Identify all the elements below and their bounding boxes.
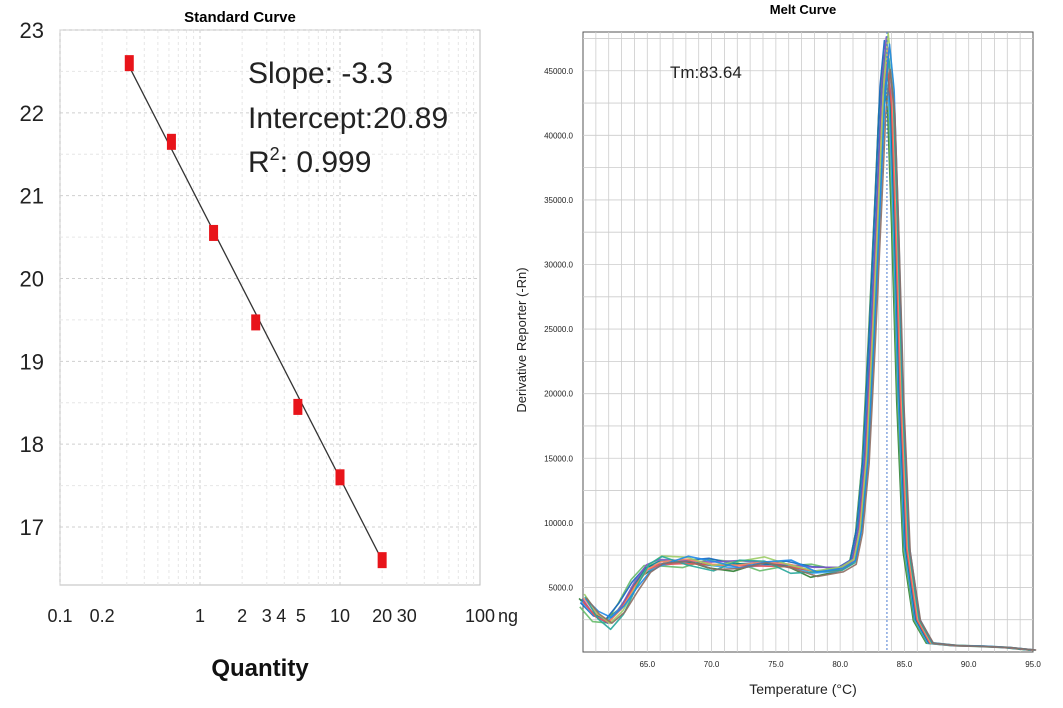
y-tick-label: 35000.0: [544, 196, 573, 205]
slope-annotation: Slope: -3.3: [248, 57, 393, 90]
x-tick-label: 20: [372, 606, 392, 626]
x-tick-label: 0.2: [90, 606, 115, 626]
melt-curve-grid: [583, 32, 1033, 652]
standard-curve-title: Standard Curve: [184, 9, 296, 26]
data-point: [209, 224, 219, 241]
tm-annotation: Tm:83.64: [670, 63, 742, 82]
y-tick-label: 17: [20, 515, 44, 540]
data-point: [124, 55, 134, 72]
data-point: [166, 133, 176, 150]
y-tick-label: 30000.0: [544, 261, 573, 270]
y-tick-label: 19: [20, 349, 44, 374]
data-point: [335, 469, 345, 486]
y-tick-label: 40000.0: [544, 131, 573, 140]
y-tick-label: 20000.0: [544, 390, 573, 399]
y-tick-label: 15000.0: [544, 454, 573, 463]
standard-curve-plot-area: [59, 29, 481, 586]
standard-curve-y-ticks: 17 18 19 20 21 22 23: [20, 18, 44, 540]
x-tick-label: 30: [397, 606, 417, 626]
y-tick-label: 22: [20, 101, 44, 126]
x-tick-label: 75.0: [768, 660, 784, 669]
standard-curve-x-ticks: 0.1 0.2 1 2 3 4 5 10 20 30 100: [47, 606, 495, 626]
x-tick-label: 10: [330, 606, 350, 626]
y-tick-label: 45000.0: [544, 67, 573, 76]
melt-curve-series: [578, 32, 1037, 651]
x-tick-label: 5: [296, 606, 306, 626]
melt-curve-y-ticks: 5000.0 10000.0 15000.0 20000.0 25000.0 30000.…: [544, 67, 573, 593]
x-tick-label: 80.0: [832, 660, 848, 669]
melt-curve-plot-area: [582, 31, 1034, 653]
melt-curve-line: [585, 68, 1037, 651]
x-tick-label: 95.0: [1025, 660, 1041, 669]
standard-curve-x-unit-label: ng: [498, 606, 518, 626]
x-tick-label: 4: [276, 606, 286, 626]
melt-curve-x-ticks: 65.0 70.0 75.0 80.0 85.0 90.0 95.0: [639, 660, 1041, 669]
y-tick-label: 23: [20, 18, 44, 43]
y-tick-label: 20: [20, 267, 44, 292]
x-tick-label: 65.0: [639, 660, 655, 669]
r2-annotation: R2: 0.999: [248, 144, 371, 179]
standard-curve-points: [124, 55, 387, 569]
y-tick-label: 18: [20, 432, 44, 457]
standard-curve-grid: [59, 29, 480, 585]
x-tick-label: 90.0: [961, 660, 977, 669]
x-tick-label: 2: [237, 606, 247, 626]
data-point: [377, 552, 387, 569]
x-tick-label: 1: [195, 606, 205, 626]
x-tick-label: 85.0: [897, 660, 913, 669]
melt-curve-y-axis-label: Derivative Reporter (-Rn): [514, 267, 529, 412]
y-tick-label: 10000.0: [544, 519, 573, 528]
x-tick-label: 3: [262, 606, 272, 626]
r2-superscript: 2: [270, 144, 280, 164]
data-point: [293, 398, 303, 415]
y-tick-label: 21: [20, 184, 44, 209]
x-tick-label: 0.1: [47, 606, 72, 626]
intercept-annotation: Intercept:20.89: [248, 102, 448, 135]
r2-value: : 0.999: [280, 146, 372, 179]
melt-curve-x-axis-label: Temperature (°C): [749, 681, 857, 697]
standard-curve-x-axis-label: Quantity: [211, 655, 309, 682]
y-tick-label: 25000.0: [544, 325, 573, 334]
x-tick-label: 100: [465, 606, 495, 626]
y-tick-label: 5000.0: [549, 583, 574, 592]
data-point: [251, 314, 261, 331]
melt-curve-title: Melt Curve: [770, 2, 836, 17]
x-tick-label: 70.0: [704, 660, 720, 669]
r2-prefix: R: [248, 146, 270, 179]
melt-curve-chart: Melt Curve 5000.0 10000.0 15000.0 20000.0 25…: [514, 2, 1041, 697]
